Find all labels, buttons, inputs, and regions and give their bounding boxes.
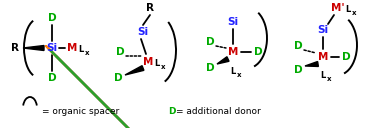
Text: D: D xyxy=(168,108,175,116)
Text: D: D xyxy=(294,65,302,75)
Text: D: D xyxy=(206,37,214,47)
Polygon shape xyxy=(305,62,318,66)
Text: M: M xyxy=(228,47,238,57)
Text: L: L xyxy=(345,6,351,14)
Text: = organic spacer: = organic spacer xyxy=(42,108,119,116)
Text: D: D xyxy=(114,73,122,83)
Text: D: D xyxy=(48,13,56,23)
Text: L: L xyxy=(78,45,84,55)
Text: = additional donor: = additional donor xyxy=(176,108,261,116)
Text: D: D xyxy=(48,73,56,83)
Text: Si: Si xyxy=(138,27,149,37)
Text: M: M xyxy=(318,52,328,62)
Text: D: D xyxy=(254,47,262,57)
Text: D: D xyxy=(206,63,214,73)
Polygon shape xyxy=(217,57,229,64)
Text: L: L xyxy=(154,60,160,68)
Text: L: L xyxy=(230,67,235,77)
Text: M': M' xyxy=(331,3,345,13)
Text: D: D xyxy=(294,41,302,51)
Text: M: M xyxy=(143,57,153,67)
Text: L: L xyxy=(321,72,325,81)
Text: x: x xyxy=(327,76,331,82)
Text: Si: Si xyxy=(318,25,328,35)
Text: M: M xyxy=(67,43,77,53)
Polygon shape xyxy=(125,66,144,75)
Text: x: x xyxy=(237,72,241,78)
Text: x: x xyxy=(352,10,356,16)
Text: R: R xyxy=(11,43,19,53)
Text: R: R xyxy=(146,3,154,13)
Polygon shape xyxy=(23,45,44,51)
Text: D: D xyxy=(116,47,124,57)
Text: x: x xyxy=(161,64,165,70)
Text: D: D xyxy=(342,52,350,62)
Text: x: x xyxy=(85,50,89,56)
Text: Si: Si xyxy=(228,17,239,27)
Text: Si: Si xyxy=(46,43,57,53)
